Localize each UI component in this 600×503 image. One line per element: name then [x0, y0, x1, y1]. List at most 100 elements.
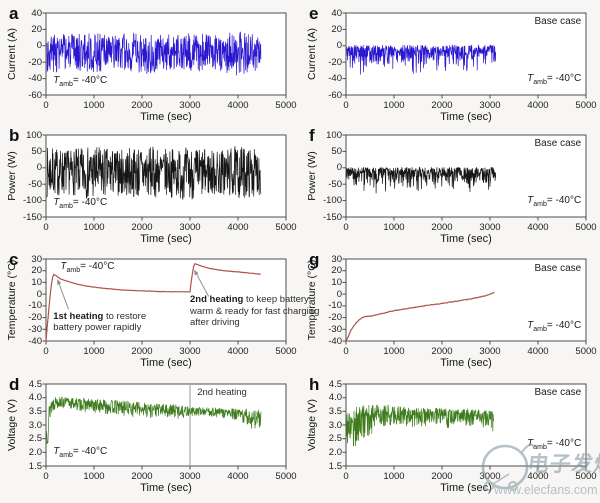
x-tick-label: 1000	[83, 100, 105, 111]
annotation-arrow	[195, 272, 210, 297]
x-tick-label: 0	[343, 100, 349, 111]
watermark-site-name: 电子发烧友	[526, 453, 600, 476]
y-tick-label: -20	[28, 312, 42, 324]
panel-c: c Temperature (°C) 0 1000 2000 3000 4000 5000 30…	[0, 246, 319, 370]
y-tick-label: 3.0	[28, 419, 42, 431]
tamb-label: Tamb= -40°C	[60, 260, 115, 274]
plot-c	[42, 258, 287, 345]
panel-e: e Current (A) 0 1000 2000 3000 4000 5000 40 20 0 -2…	[300, 0, 600, 123]
y-tick-marks	[42, 383, 46, 467]
y-tick-label: 50	[331, 145, 342, 157]
y-tick-label: 20	[31, 23, 42, 35]
y-tick-label: 0	[336, 40, 342, 52]
y-tick-label: -50	[28, 178, 42, 190]
panel-g: g Temperature (°C) 0 1000 2000 3000 4000 5000 30…	[300, 246, 600, 370]
y-tick-marks	[42, 258, 46, 342]
panel-letter-f: f	[309, 126, 315, 145]
y-tick-label: 3.5	[328, 405, 342, 417]
base-case-label: Base case	[534, 16, 582, 28]
x-tick-label: 3000	[479, 471, 501, 482]
y-tick-marks	[342, 12, 346, 96]
y-tick-label: -20	[328, 56, 342, 68]
y-tick-label: 2.5	[328, 433, 342, 445]
x-tick-label: 1000	[383, 100, 405, 111]
x-tick-label: 3000	[179, 471, 201, 482]
x-tick-label: 1000	[83, 471, 105, 482]
base-case-label: Base case	[534, 387, 582, 399]
first-heating-note: 1st heating to restore battery power rap…	[53, 310, 147, 334]
plot-h	[342, 383, 587, 470]
x-tick-label: 3000	[179, 100, 201, 111]
annotation-arrow	[58, 282, 70, 310]
x-tick-label: 5000	[275, 471, 297, 482]
tamb-label: Tamb= -40°C	[53, 446, 108, 460]
x-tick-label: 4000	[227, 346, 249, 357]
plot-f	[342, 134, 587, 221]
tamb-label: Tamb= -40°C	[527, 194, 582, 208]
y-tick-label: -40	[328, 73, 342, 85]
data-curve-f	[346, 166, 497, 194]
x-tick-label: 0	[343, 471, 349, 482]
y-tick-label: 20	[31, 265, 42, 277]
x-tick-label: 1000	[83, 346, 105, 357]
panel-letter-e: e	[309, 4, 319, 23]
x-tick-label: 2000	[131, 222, 153, 233]
x-axis-label-d: Time (sec)	[140, 482, 192, 494]
x-tick-label: 5000	[575, 222, 597, 233]
x-tick-label: 2000	[131, 471, 153, 482]
y-tick-label: 20	[331, 23, 342, 35]
y-tick-label: 30	[331, 253, 342, 265]
panel-letter-d: d	[9, 375, 20, 394]
panel-f: f Power (W) 0 1000 2000 3000 4000 5000 100 50 0 -50…	[300, 122, 600, 246]
y-tick-label: -20	[28, 56, 42, 68]
x-tick-label: 0	[43, 222, 49, 233]
x-tick-label: 3000	[179, 222, 201, 233]
y-tick-label: -30	[328, 323, 342, 335]
panel-b: b Power (W) 0 1000 2000 3000 4000 5000 100 50 0 -50…	[0, 122, 300, 246]
y-tick-label: -40	[328, 335, 342, 347]
x-tick-label: 2000	[431, 100, 453, 111]
x-tick-label: 1000	[383, 346, 405, 357]
x-axis-label-g: Time (sec)	[440, 357, 492, 369]
y-tick-label: 50	[31, 145, 42, 157]
plot-d	[42, 383, 287, 470]
x-tick-label: 1000	[383, 222, 405, 233]
x-tick-label: 4000	[527, 222, 549, 233]
plot-e	[342, 12, 587, 99]
x-tick-label: 3000	[479, 222, 501, 233]
y-tick-marks	[42, 12, 46, 96]
x-axis-label-a: Time (sec)	[140, 111, 192, 123]
y-tick-label: -100	[22, 195, 42, 207]
plot-g	[342, 258, 587, 345]
x-tick-label: 5000	[275, 346, 297, 357]
second-heating-note: 2nd heating to keep battery warm & ready…	[190, 294, 320, 329]
x-tick-label: 5000	[575, 471, 597, 482]
y-tick-label: -20	[328, 312, 342, 324]
y-tick-label: -10	[328, 300, 342, 312]
y-tick-label: 0	[36, 162, 42, 174]
y-tick-label: 2.0	[28, 446, 42, 458]
y-tick-label: -150	[322, 211, 342, 223]
x-tick-label: 5000	[275, 222, 297, 233]
panel-letter-c: c	[9, 250, 19, 269]
y-tick-label: -60	[328, 89, 342, 101]
y-tick-marks	[342, 383, 346, 467]
panel-a: a Current (A) 0 1000 2000 3000 4000 5000 40 20 0 -2…	[0, 0, 300, 123]
tamb-label: Tamb= -40°C	[53, 197, 108, 211]
y-tick-label: -40	[28, 335, 42, 347]
data-curve-h	[346, 404, 494, 447]
data-curve-d	[46, 396, 262, 445]
x-tick-label: 4000	[527, 100, 549, 111]
annotation-arrowhead	[57, 278, 62, 285]
plot-a	[42, 12, 287, 99]
x-tick-label: 4000	[527, 471, 549, 482]
data-curve-b	[46, 146, 262, 200]
y-tick-label: 20	[331, 265, 342, 277]
x-tick-marks	[45, 95, 287, 99]
y-tick-label: 0	[36, 40, 42, 52]
x-tick-label: 1000	[83, 222, 105, 233]
x-tick-label: 0	[43, 346, 49, 357]
tamb-label: Tamb= -40°C	[53, 75, 108, 89]
y-tick-label: -60	[28, 89, 42, 101]
